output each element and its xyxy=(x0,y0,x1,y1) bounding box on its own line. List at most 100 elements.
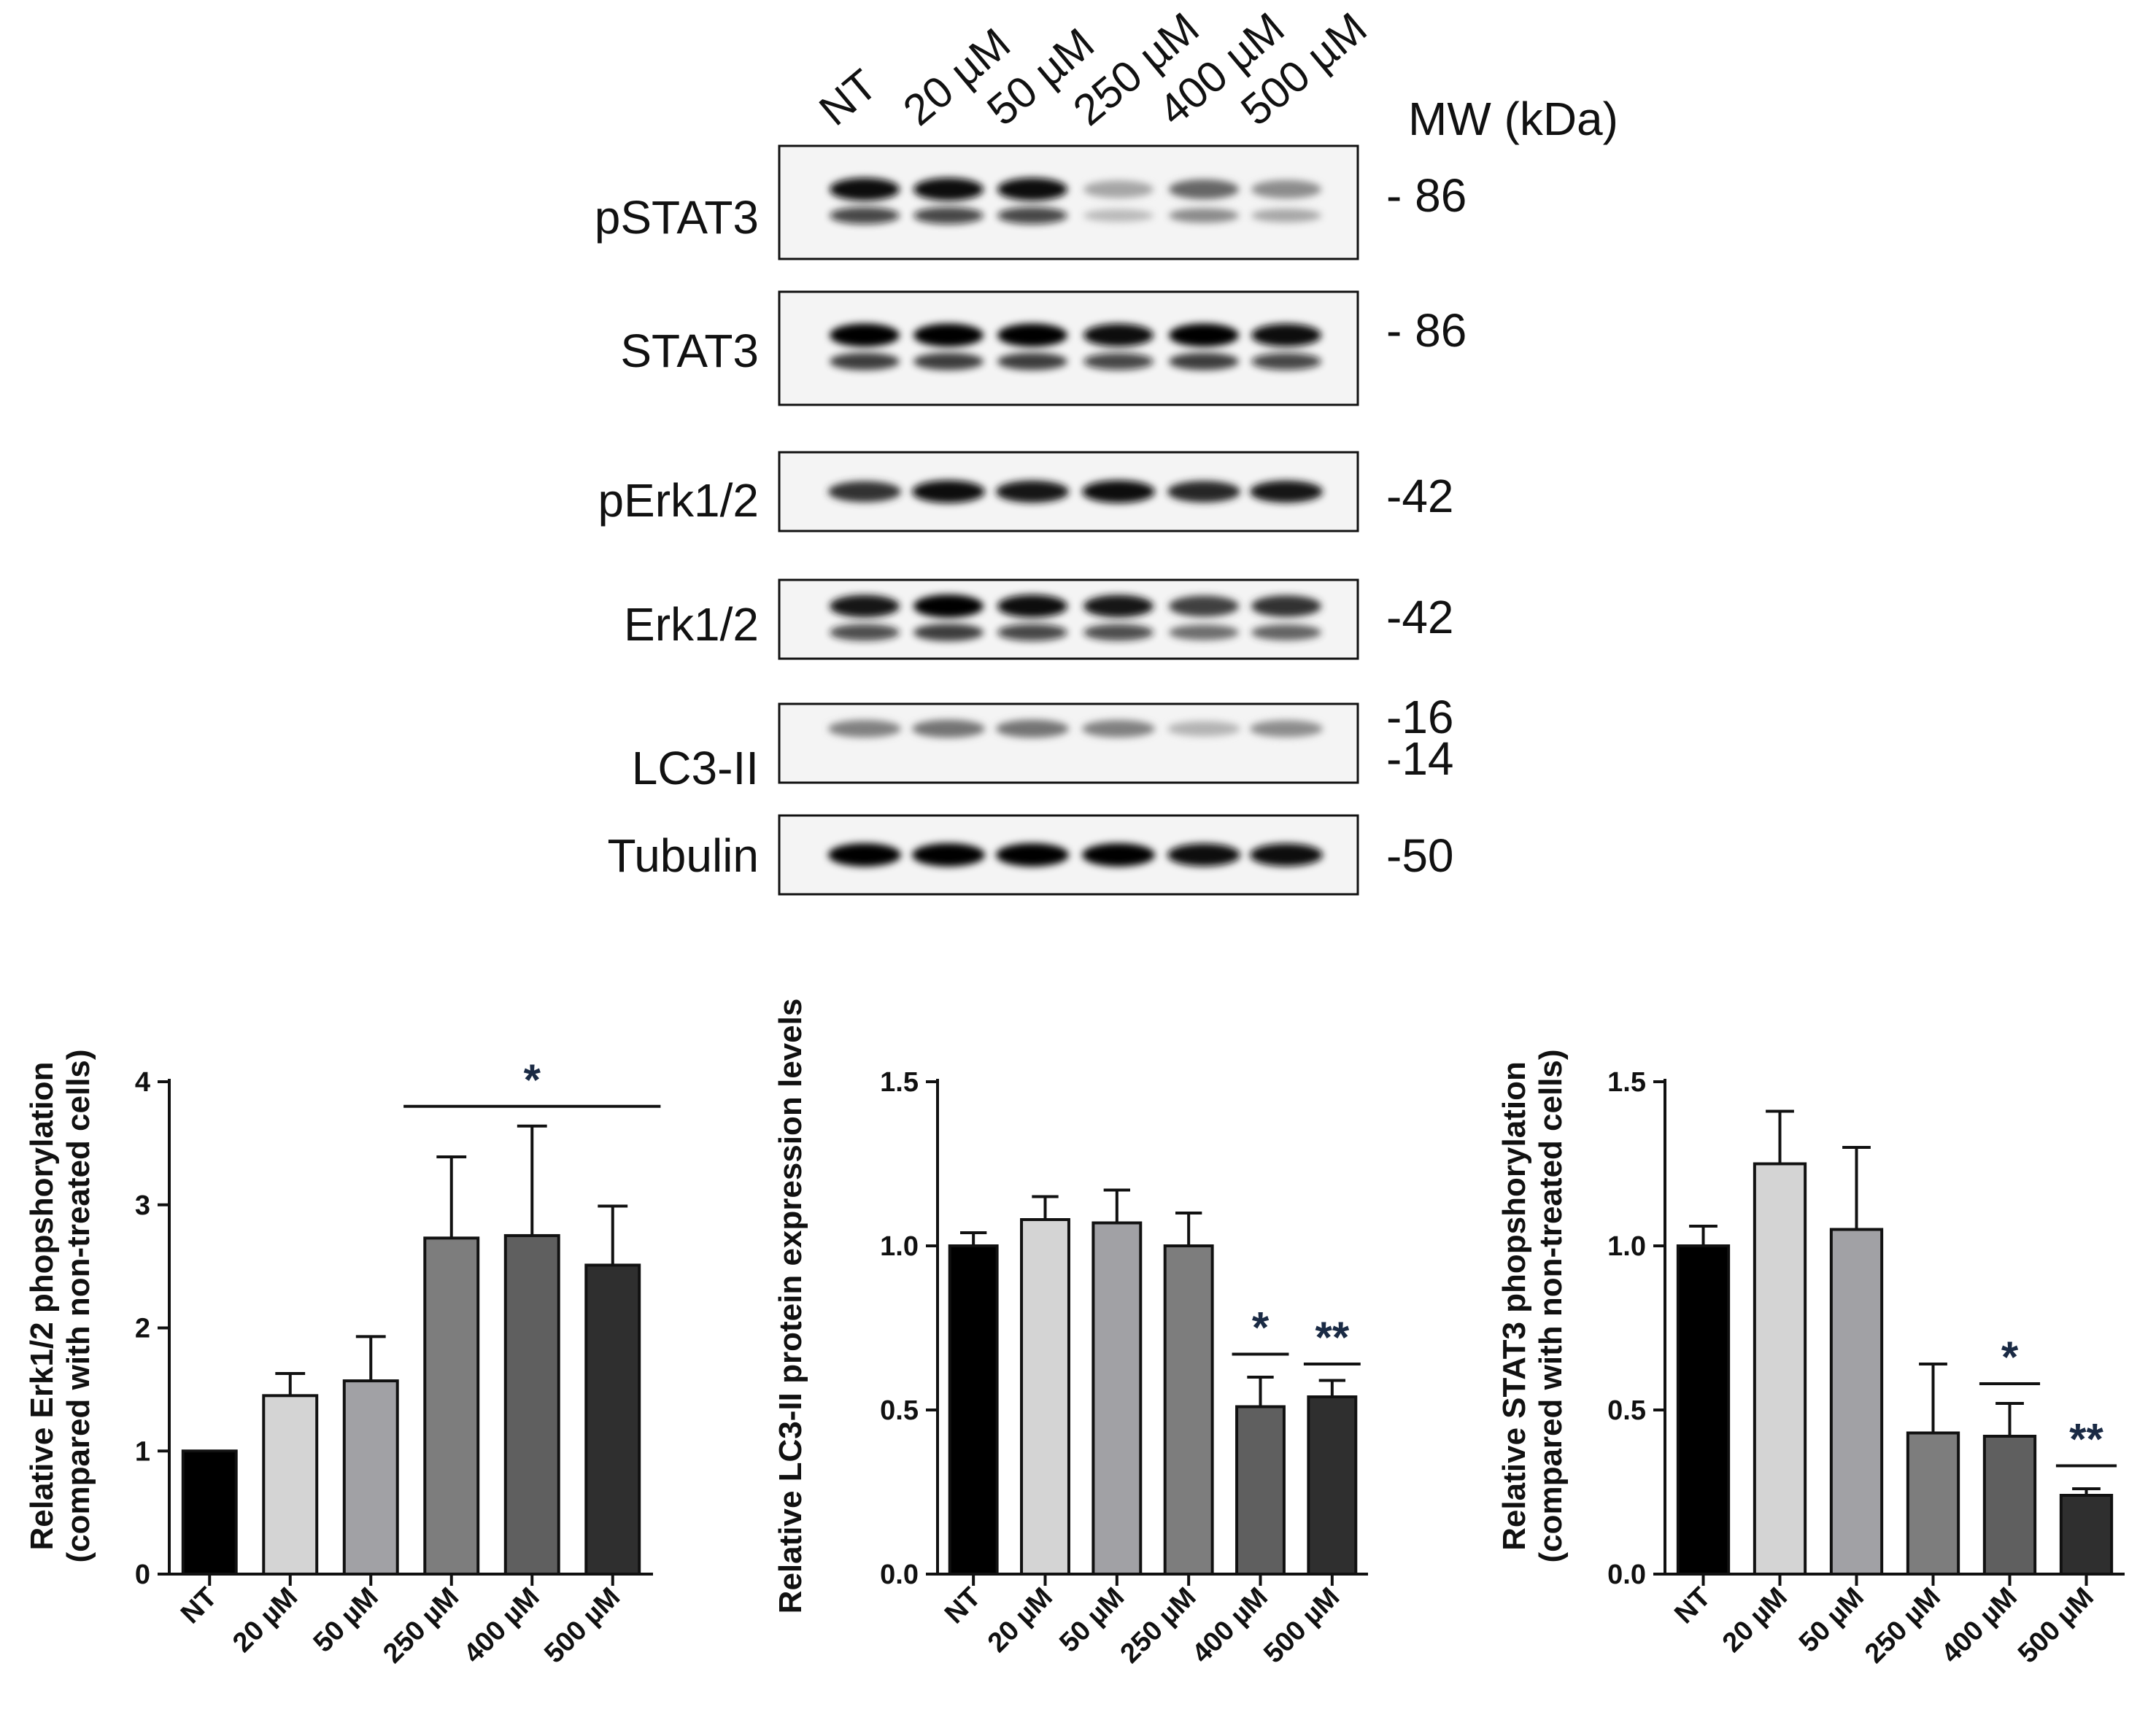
blot-band xyxy=(1250,480,1323,503)
x-tick-label: 20 µM xyxy=(982,1582,1059,1659)
blot-label: STAT3 xyxy=(620,325,759,377)
y-axis-label: Relative Erk1/2 phopshorylation xyxy=(24,1062,60,1551)
x-tick-label: 20 µM xyxy=(1717,1582,1793,1659)
blot-band xyxy=(913,594,984,618)
x-tick-label: NT xyxy=(939,1582,987,1630)
y-tick-label: 1.0 xyxy=(1607,1231,1646,1262)
mw-marker: -42 xyxy=(1386,470,1454,522)
bar xyxy=(1753,1162,1807,1576)
y-tick-label: 2 xyxy=(135,1314,150,1344)
mw-marker: - 86 xyxy=(1386,304,1467,357)
blot-band xyxy=(913,352,984,371)
blot-band xyxy=(997,206,1067,225)
blot-band xyxy=(1167,843,1240,867)
mw-header: MW (kDa) xyxy=(1408,93,1618,145)
bar xyxy=(1676,1244,1731,1576)
y-tick-label: 1.5 xyxy=(1607,1067,1646,1098)
blot-band xyxy=(1169,624,1239,640)
mw-marker: -42 xyxy=(1386,591,1454,643)
blot-band xyxy=(1167,481,1240,503)
blot-band xyxy=(912,719,985,738)
blot-panel-perk1-2: pErk1/2 -42 xyxy=(598,451,1454,532)
blot-band xyxy=(1169,208,1239,223)
x-tick-label: 400 µM xyxy=(1186,1582,1274,1670)
western-blot: pSTAT3 - 86 STAT3 - 86 pErk1/2 -42 Erk1/2 -42 LC… xyxy=(595,144,1467,896)
blot-band xyxy=(1082,480,1155,503)
x-tick-label: NT xyxy=(175,1582,223,1630)
y-axis-label-secondary: (compared with non-treated cells) xyxy=(1533,1049,1569,1562)
blot-band xyxy=(1169,179,1239,200)
y-tick-label: 1.0 xyxy=(880,1231,919,1262)
blot-band xyxy=(912,843,985,867)
blot-band xyxy=(830,594,900,618)
y-tick-label: 0.0 xyxy=(880,1560,919,1590)
blot-band xyxy=(1083,352,1154,371)
y-tick-label: 0.5 xyxy=(1607,1395,1646,1426)
blot-band xyxy=(1083,209,1154,222)
y-tick-label: 3 xyxy=(135,1190,150,1221)
bar xyxy=(1163,1244,1214,1576)
blot-band xyxy=(913,323,984,347)
blot-band xyxy=(996,719,1069,738)
blot-band xyxy=(1083,323,1154,347)
blot-band xyxy=(1169,595,1239,617)
blot-label: Tubulin xyxy=(607,829,759,882)
bar xyxy=(181,1449,238,1576)
bar xyxy=(423,1236,480,1576)
x-tick-label: NT xyxy=(1669,1582,1717,1630)
blot-panel-tubulin: Tubulin -50 xyxy=(607,814,1454,896)
x-tick-label: 20 µM xyxy=(227,1582,304,1659)
x-tick-label: 500 µM xyxy=(1258,1582,1345,1670)
blot-band xyxy=(1250,720,1323,737)
blot-label: pSTAT3 xyxy=(595,191,759,244)
blot-band xyxy=(1251,352,1321,371)
y-axis-label: Relative STAT3 phopshorylation xyxy=(1496,1061,1532,1551)
blot-label: pErk1/2 xyxy=(598,474,759,527)
blot-panel-stat3: STAT3 - 86 xyxy=(620,290,1467,406)
y-tick-label: 0.0 xyxy=(1607,1560,1646,1590)
blot-band xyxy=(828,720,901,737)
mw-marker: -16 xyxy=(1386,691,1454,743)
bar xyxy=(1307,1395,1358,1576)
lane-label: NT xyxy=(810,60,886,135)
blot-band xyxy=(1083,624,1154,641)
blot-band xyxy=(912,480,985,503)
x-tick-label: 50 µM xyxy=(1793,1582,1870,1659)
y-axis-label: Relative LC3-II protein expression level… xyxy=(773,999,808,1614)
bar xyxy=(342,1379,399,1576)
x-tick-label: 250 µM xyxy=(1115,1582,1202,1670)
blot-band xyxy=(828,843,901,867)
y-tick-label: 0 xyxy=(135,1560,150,1590)
x-tick-label: 500 µM xyxy=(538,1582,626,1670)
bar xyxy=(1091,1221,1143,1576)
bar xyxy=(1020,1218,1070,1576)
blot-band xyxy=(1251,595,1321,617)
mw-marker: -50 xyxy=(1386,829,1454,882)
bar xyxy=(262,1394,319,1576)
bar xyxy=(2059,1494,2114,1576)
blot-band xyxy=(997,624,1067,641)
blot-band xyxy=(1251,209,1321,222)
blot-band xyxy=(1251,624,1321,640)
blot-band xyxy=(830,206,900,225)
blot-frame xyxy=(778,290,1359,406)
blot-label: Erk1/2 xyxy=(624,598,759,651)
x-tick-label: 250 µM xyxy=(1859,1582,1947,1670)
mw-marker: - 86 xyxy=(1386,169,1467,222)
blot-band xyxy=(830,177,900,201)
blot-panel-lc3-ii: LC3-II -16-14 xyxy=(632,691,1454,794)
y-tick-label: 4 xyxy=(135,1067,150,1098)
blot-band xyxy=(830,624,900,641)
bar xyxy=(1982,1435,2037,1576)
blot-band xyxy=(996,843,1069,867)
bar xyxy=(584,1263,641,1576)
x-tick-label: 400 µM xyxy=(458,1582,546,1670)
blot-band xyxy=(830,352,900,371)
y-axis-label-secondary: (compared with non-treated cells) xyxy=(61,1049,96,1562)
blot-frame xyxy=(778,578,1359,660)
